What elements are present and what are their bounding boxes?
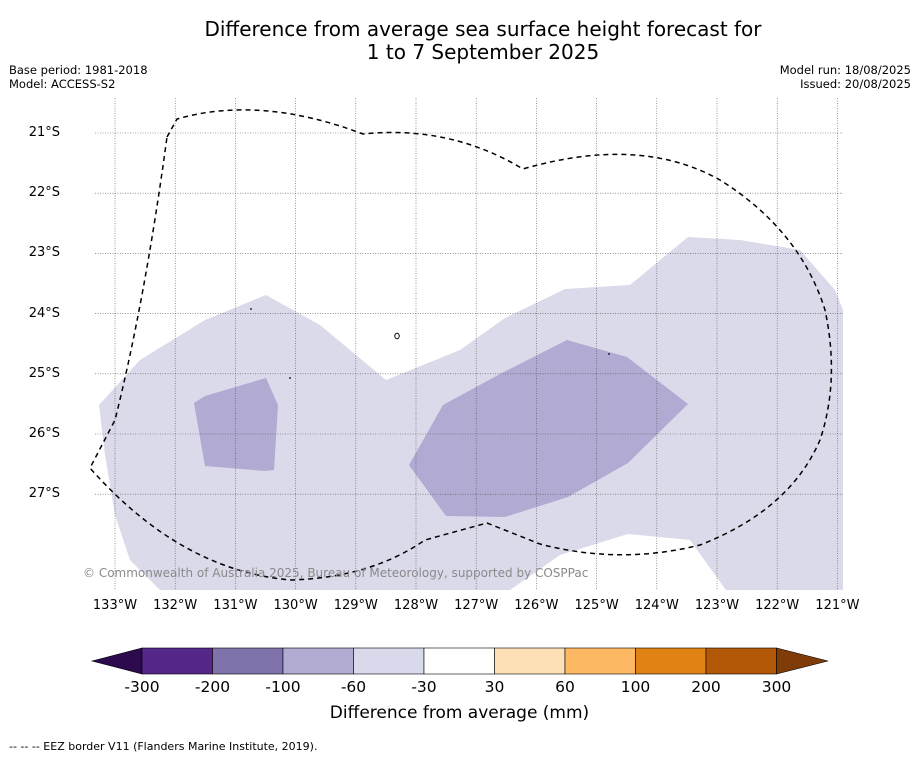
colorbar-segment (494, 647, 566, 675)
eez-legend-note: -- -- -- EEZ border V11 (Flanders Marine… (9, 740, 318, 753)
colorbar (90, 647, 829, 675)
title-line-2: 1 to 7 September 2025 (366, 40, 600, 64)
colorbar-segment (141, 647, 213, 675)
latitude-label: 24°S (28, 305, 60, 321)
longitude-label: 128°W (393, 598, 439, 613)
copyright-notice: © Commonwealth of Australia 2025, Bureau… (83, 566, 589, 580)
longitude-label: 130°W (273, 598, 318, 613)
longitude-label: 122°W (755, 598, 800, 613)
colorbar-tick: -300 (124, 678, 160, 696)
longitude-label: 123°W (694, 598, 740, 613)
island-marker (608, 353, 610, 355)
colorbar-over-arrow (776, 647, 829, 675)
colorbar-tick: -100 (265, 678, 301, 696)
colorbar-tick: 200 (691, 678, 721, 696)
island-marker (289, 377, 291, 379)
latitude-label: 27°S (28, 486, 60, 502)
colorbar-tick: 30 (484, 678, 505, 696)
longitude-label: 127°W (454, 598, 499, 613)
colorbar-label: Difference from average (mm) (329, 703, 590, 723)
island-marker (250, 308, 252, 310)
base-period: Base period: 1981-2018 (9, 63, 148, 77)
anomaly-region-dark-central (409, 340, 688, 517)
colorbar-under-arrow (90, 647, 143, 675)
issued-date: Issued: 20/08/2025 (800, 77, 911, 91)
longitude-label: 131°W (213, 598, 258, 613)
latitude-label: 26°S (28, 426, 60, 441)
latitude-label: 21°S (28, 125, 60, 140)
latitude-label: 25°S (28, 365, 60, 381)
colorbar-tick: 60 (555, 678, 575, 696)
model-run: Model run: 18/08/2025 (779, 63, 911, 77)
colorbar-tick: -30 (411, 678, 437, 696)
longitude-label: 129°W (333, 598, 378, 613)
anomaly-region-dark-west (194, 378, 278, 471)
title-line-1: Difference from average sea surface heig… (204, 17, 762, 41)
chart-title: Difference from average sea surface heig… (0, 18, 919, 64)
meta-left: Base period: 1981-2018 Model: ACCESS-S2 (9, 63, 148, 91)
map-gridlines (95, 98, 843, 590)
colorbar-segment (423, 647, 495, 675)
eez-border (89, 109, 833, 581)
colorbar-segment (564, 647, 636, 675)
longitude-label: 121°W (815, 598, 860, 613)
colorbar-tick: 100 (620, 678, 651, 696)
colorbar-segment (635, 647, 707, 675)
colorbar-segment (705, 647, 777, 675)
longitude-label: 133°W (92, 598, 138, 613)
colorbar-tick: 300 (761, 678, 792, 696)
colorbar-segment (282, 647, 354, 675)
colorbar-segment (212, 647, 284, 675)
latitude-label: 22°S (28, 185, 60, 201)
meta-right: Model run: 18/08/2025 Issued: 20/08/2025 (780, 63, 911, 91)
colorbar-tick: -60 (340, 678, 367, 696)
longitude-label: 126°W (514, 598, 559, 613)
colorbar-segment (353, 647, 425, 675)
latitude-label: 23°S (28, 245, 60, 261)
longitude-label: 124°W (634, 598, 679, 613)
model-name: Model: ACCESS-S2 (9, 77, 116, 91)
longitude-label: 132°W (153, 598, 198, 613)
longitude-label: 125°W (574, 598, 619, 613)
island-marker (394, 332, 400, 340)
colorbar-tick: -200 (194, 678, 231, 696)
